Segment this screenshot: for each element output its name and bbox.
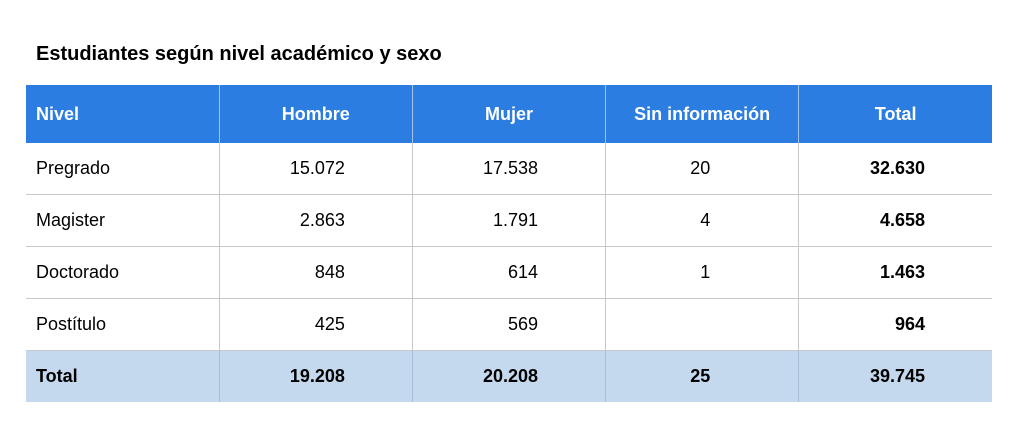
cell-sin-informacion: 25 [605,350,800,402]
cell-nivel: Pregrado [26,143,220,195]
header-sin-informacion: Sin información [605,85,800,143]
cell-mujer: 614 [412,246,607,299]
data-table: Nivel Hombre Mujer Sin información Total… [26,85,992,402]
cell-nivel: Postítulo [26,298,220,351]
table-row: Magister 2.863 1.791 4 4.658 [26,194,992,247]
cell-mujer: 569 [412,298,607,351]
cell-hombre: 848 [219,246,413,299]
header-mujer: Mujer [412,85,607,143]
header-hombre: Hombre [219,85,413,143]
cell-total: 4.658 [798,194,992,247]
cell-nivel: Doctorado [26,246,220,299]
header-total: Total [798,85,992,143]
cell-mujer: 17.538 [412,143,607,195]
cell-hombre: 2.863 [219,194,413,247]
cell-total: 32.630 [798,143,992,195]
header-nivel: Nivel [26,85,220,143]
cell-sin-informacion [605,298,800,351]
table-row: Pregrado 15.072 17.538 20 32.630 [26,143,992,195]
table-row: Doctorado 848 614 1 1.463 [26,246,992,299]
cell-sin-informacion: 1 [605,246,800,299]
cell-sin-informacion: 20 [605,143,800,195]
cell-nivel: Magister [26,194,220,247]
table-title: Estudiantes según nivel académico y sexo [36,43,442,65]
total-row: Total 19.208 20.208 25 39.745 [26,350,992,402]
cell-nivel: Total [26,350,220,402]
cell-mujer: 20.208 [412,350,607,402]
cell-hombre: 425 [219,298,413,351]
cell-hombre: 15.072 [219,143,413,195]
cell-sin-informacion: 4 [605,194,800,247]
cell-total: 39.745 [798,350,992,402]
cell-mujer: 1.791 [412,194,607,247]
cell-total: 1.463 [798,246,992,299]
header-row: Nivel Hombre Mujer Sin información Total [26,85,992,143]
cell-total: 964 [798,298,992,351]
table-row: Postítulo 425 569 964 [26,298,992,351]
cell-hombre: 19.208 [219,350,413,402]
